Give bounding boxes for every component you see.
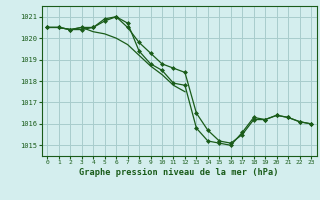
X-axis label: Graphe pression niveau de la mer (hPa): Graphe pression niveau de la mer (hPa)	[79, 168, 279, 177]
